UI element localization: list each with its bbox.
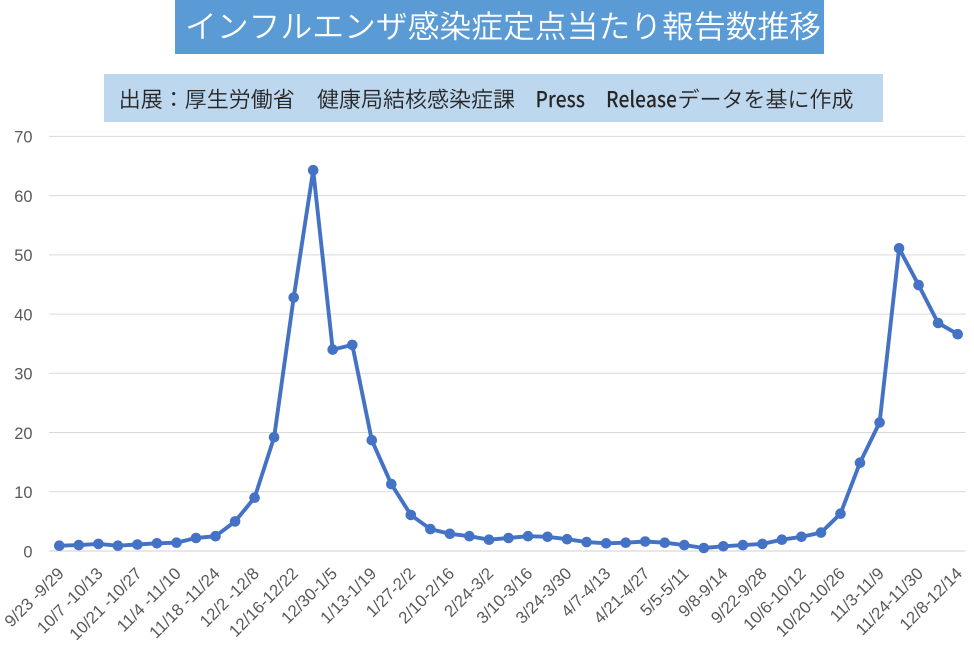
svg-text:40: 40 — [14, 306, 32, 324]
svg-text:50: 50 — [14, 247, 32, 265]
svg-text:70: 70 — [14, 129, 32, 147]
svg-text:20: 20 — [14, 425, 32, 443]
svg-text:10: 10 — [14, 484, 32, 502]
svg-text:60: 60 — [14, 188, 32, 206]
svg-text:0: 0 — [23, 543, 32, 561]
svg-text:30: 30 — [14, 366, 32, 384]
